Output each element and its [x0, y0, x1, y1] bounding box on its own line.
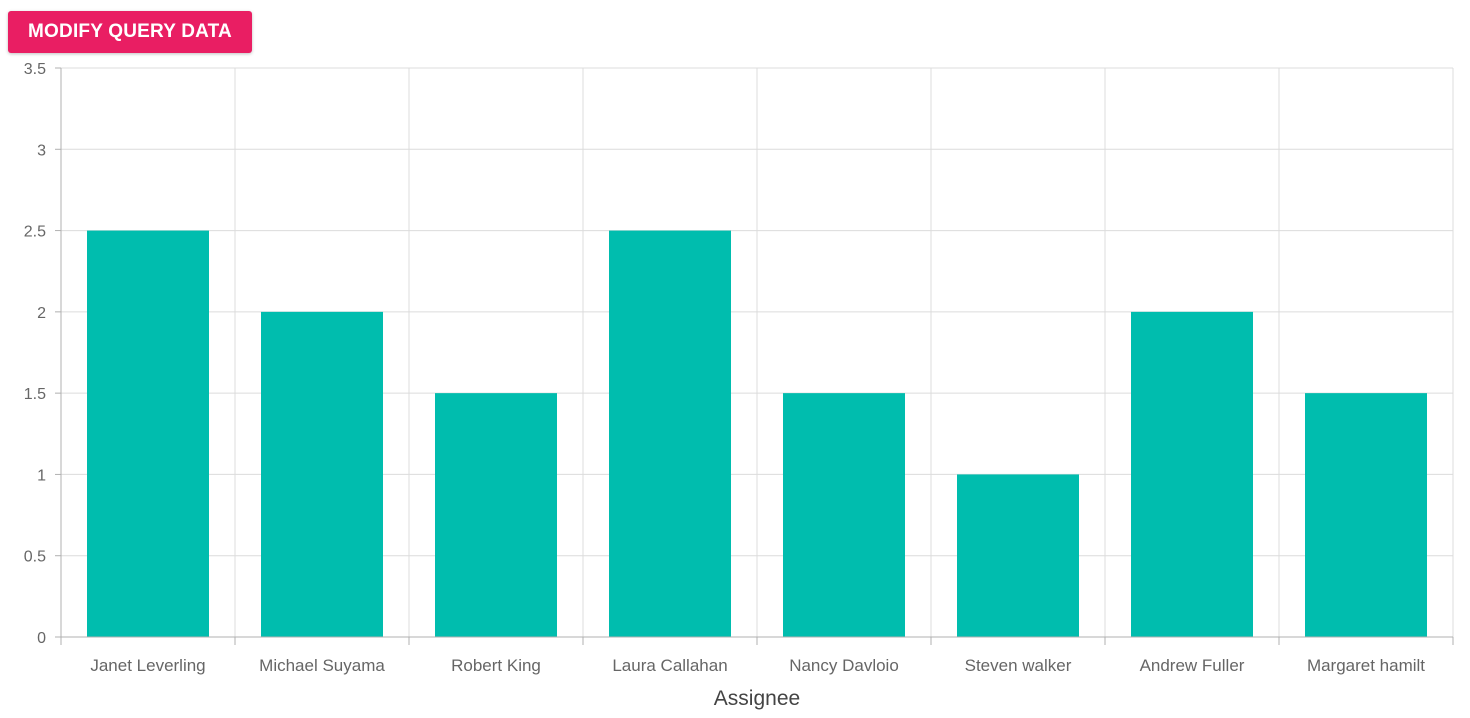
bar [957, 474, 1079, 637]
y-tick-label: 3.5 [24, 61, 46, 78]
x-tick-label: Michael Suyama [259, 656, 385, 675]
modify-query-data-button[interactable]: MODIFY QUERY DATA [8, 11, 252, 53]
y-tick-label: 2 [37, 305, 46, 322]
y-tick-label: 0 [37, 630, 46, 647]
y-tick-label: 1.5 [24, 386, 46, 403]
bar [1131, 311, 1253, 637]
bar [609, 230, 731, 638]
x-axis-title: Assignee [714, 687, 800, 710]
x-tick-label: Janet Leverling [90, 656, 205, 675]
bar [87, 230, 209, 638]
bar [435, 393, 557, 637]
bar [1305, 393, 1427, 637]
chart-labels: 0 0.5 1 1.5 2 2.5 3 3.5 Janet Leverling Michael S… [24, 61, 1426, 675]
chart-axes [55, 67, 1454, 645]
y-tick-label: 1 [37, 467, 46, 484]
bar [783, 393, 905, 637]
x-tick-label: Robert King [451, 656, 541, 675]
x-tick-label: Andrew Fuller [1140, 656, 1245, 675]
x-tick-label: Laura Callahan [612, 656, 727, 675]
y-tick-label: 2.5 [24, 224, 46, 241]
x-tick-label: Nancy Davloio [789, 656, 899, 675]
bar [261, 311, 383, 637]
y-tick-label: 0.5 [24, 549, 46, 566]
y-tick-label: 3 [37, 142, 46, 159]
x-tick-label: Steven walker [965, 656, 1072, 675]
x-tick-label: Margaret hamilt [1307, 656, 1425, 675]
chart-bars [87, 230, 1427, 638]
